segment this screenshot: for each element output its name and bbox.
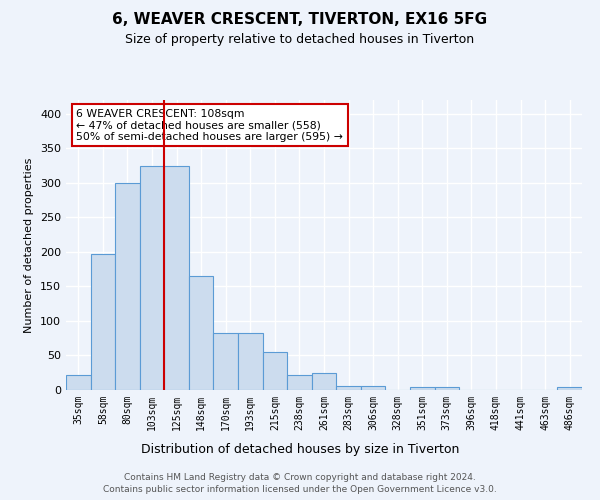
Bar (287, 375, 312, 390)
Bar (410, 386, 434, 390)
Text: Size of property relative to detached houses in Tiverton: Size of property relative to detached ho… (125, 32, 475, 46)
Text: 6, WEAVER CRESCENT, TIVERTON, EX16 5FG: 6, WEAVER CRESCENT, TIVERTON, EX16 5FG (112, 12, 488, 28)
Bar (115, 183, 140, 390)
Text: Distribution of detached houses by size in Tiverton: Distribution of detached houses by size … (141, 442, 459, 456)
Text: 6 WEAVER CRESCENT: 108sqm
← 47% of detached houses are smaller (558)
50% of semi: 6 WEAVER CRESCENT: 108sqm ← 47% of detac… (76, 108, 343, 142)
Y-axis label: Number of detached properties: Number of detached properties (25, 158, 34, 332)
Bar (263, 352, 287, 390)
Bar (214, 334, 238, 390)
Bar (91, 254, 115, 390)
Bar (66, 375, 91, 390)
Bar (164, 166, 189, 390)
Text: Contains HM Land Registry data © Crown copyright and database right 2024.: Contains HM Land Registry data © Crown c… (124, 472, 476, 482)
Bar (140, 166, 164, 390)
Text: Contains public sector information licensed under the Open Government Licence v3: Contains public sector information licen… (103, 485, 497, 494)
Bar (312, 372, 336, 390)
Bar (189, 276, 214, 390)
Bar (361, 386, 385, 390)
Bar (557, 387, 582, 390)
Bar (238, 334, 263, 390)
Bar (336, 386, 361, 390)
Bar (434, 386, 459, 390)
